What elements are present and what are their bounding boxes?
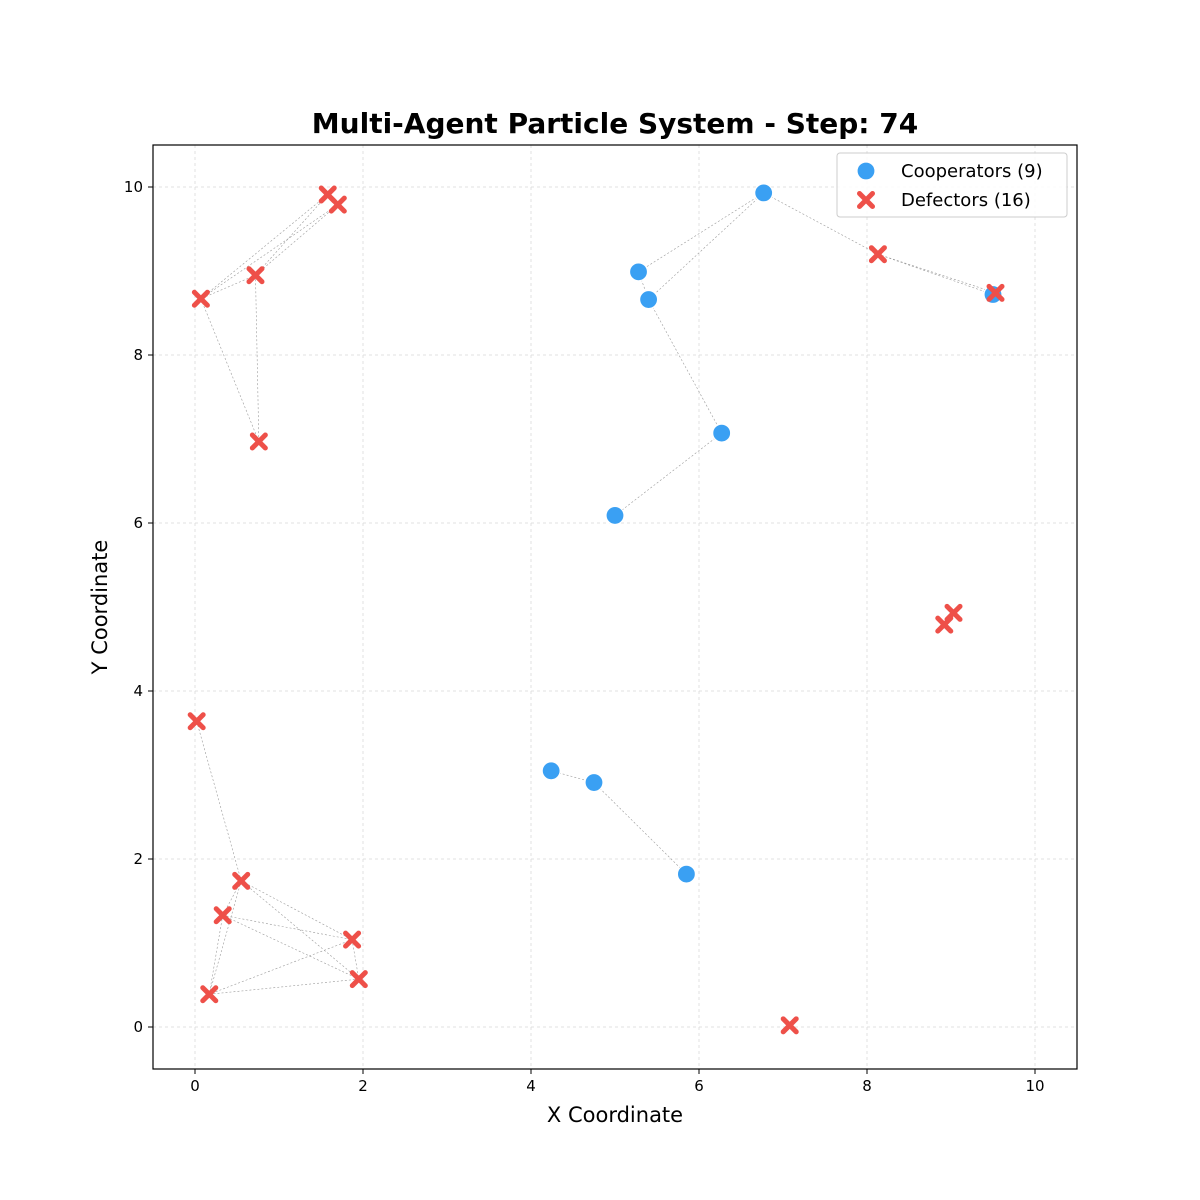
agent-link — [222, 914, 353, 940]
defector-point — [328, 195, 347, 214]
y-tick-label: 8 — [133, 346, 143, 364]
chart-title: Multi-Agent Particle System - Step: 74 — [312, 107, 918, 140]
defector-point — [249, 432, 268, 451]
defector-point — [935, 615, 954, 634]
agent-link — [241, 880, 353, 940]
y-tick-label: 2 — [133, 850, 143, 868]
agent-link — [208, 915, 224, 995]
x-tick-label: 0 — [190, 1077, 200, 1095]
agent-link — [648, 299, 722, 434]
agent-link — [763, 192, 879, 255]
y-tick-label: 4 — [133, 682, 143, 700]
cooperator-point — [712, 423, 732, 443]
cooperator-point — [541, 761, 561, 781]
x-axis-label: X Coordinate — [547, 1103, 683, 1127]
defector-point — [191, 289, 210, 308]
cooperator-point — [584, 772, 604, 793]
legend-label-defectors: Defectors (16) — [901, 190, 1031, 211]
agent-link — [614, 432, 722, 516]
agent-link — [200, 298, 260, 442]
defector-point — [200, 985, 219, 1004]
cooperator-point — [638, 289, 659, 310]
y-tick-label: 6 — [133, 514, 143, 532]
agent-link — [200, 194, 328, 299]
defector-point — [232, 871, 251, 890]
cooperator-point — [605, 505, 625, 526]
agent-link — [200, 274, 256, 299]
x-tick-label: 8 — [862, 1077, 872, 1095]
agent-link — [593, 782, 687, 875]
cooperator-point — [628, 262, 649, 282]
agent-link — [877, 253, 994, 295]
cooperator-point — [754, 183, 774, 203]
defector-point — [780, 1016, 799, 1035]
agent-link — [638, 192, 764, 273]
x-tick-label: 4 — [526, 1077, 536, 1095]
plot-frame — [152, 144, 1078, 1070]
defector-point — [187, 712, 206, 731]
defector-point — [213, 906, 232, 925]
agent-link — [209, 978, 359, 995]
data-points — [187, 183, 1005, 1035]
defector-point — [868, 245, 887, 264]
trajectory-links — [196, 192, 996, 995]
defector-point — [246, 266, 265, 285]
y-tick-label: 10 — [124, 178, 143, 196]
y-axis-label: Y Coordinate — [88, 540, 112, 676]
x-tick-label: 2 — [358, 1077, 368, 1095]
agent-link — [351, 939, 360, 980]
x-tick-label: 6 — [694, 1077, 704, 1095]
axis-ticks: 0 2 4 6 8 10 0 2 4 6 8 10 — [124, 178, 1045, 1095]
y-tick-label: 0 — [133, 1018, 143, 1036]
legend-markers — [856, 161, 876, 209]
legend-marker-defectors — [857, 191, 875, 209]
agent-link — [222, 915, 359, 980]
cooperator-point — [676, 864, 697, 884]
defector-point — [986, 283, 1005, 302]
legend-label-cooperators: Cooperators (9) — [901, 161, 1043, 182]
defector-point — [349, 970, 368, 989]
agent-link — [241, 880, 359, 980]
legend-box — [836, 152, 1068, 218]
agent-link — [877, 253, 996, 294]
x-tick-label: 10 — [1025, 1077, 1044, 1095]
grid — [153, 145, 1077, 1069]
legend-marker-cooperators — [856, 161, 876, 181]
agent-link — [209, 939, 353, 995]
legend: Cooperators (9) Defectors (16) — [836, 152, 1068, 218]
defector-point — [343, 930, 362, 949]
